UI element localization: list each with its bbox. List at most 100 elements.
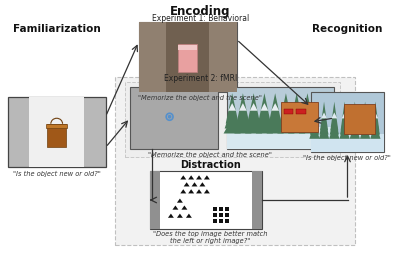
Polygon shape [239,103,247,111]
Bar [8,97,106,167]
Text: Encoding: Encoding [170,5,231,18]
Polygon shape [250,103,258,111]
Circle shape [168,116,171,118]
Text: "Memorize the object and the scene": "Memorize the object and the scene" [148,152,272,158]
Bar [218,207,223,211]
Polygon shape [320,102,328,130]
Polygon shape [309,122,320,139]
Polygon shape [310,102,318,130]
Bar [227,87,334,149]
Polygon shape [224,118,241,134]
Bar [139,22,166,92]
Polygon shape [204,189,210,193]
Polygon shape [340,122,350,139]
Polygon shape [352,112,358,118]
Polygon shape [289,106,304,128]
Polygon shape [228,103,236,111]
Bar [311,92,384,152]
Polygon shape [340,112,349,135]
Bar [212,207,217,211]
Polygon shape [351,102,359,130]
Polygon shape [290,93,303,124]
Polygon shape [196,175,202,179]
Polygon shape [188,175,194,179]
Bar [225,213,229,217]
Bar [163,22,212,92]
Polygon shape [280,93,292,124]
Polygon shape [319,122,329,139]
Polygon shape [246,106,261,128]
Text: Distraction: Distraction [180,160,240,170]
Polygon shape [360,122,370,139]
Polygon shape [370,122,380,139]
Polygon shape [293,103,300,111]
Polygon shape [360,112,370,135]
Polygon shape [304,103,311,111]
Bar [29,97,84,167]
Text: "Memorize the object and the scene": "Memorize the object and the scene" [138,95,262,101]
Bar [280,102,318,132]
Bar [252,171,262,229]
Text: Experiment 1: Behavioral: Experiment 1: Behavioral [152,14,249,23]
Polygon shape [269,93,282,124]
Polygon shape [330,112,339,135]
Text: Familiarization: Familiarization [13,24,100,34]
Bar [47,124,66,147]
Polygon shape [184,182,190,186]
Polygon shape [372,112,378,118]
Polygon shape [271,103,279,111]
Bar [344,104,375,134]
Text: "Is the object new or old?": "Is the object new or old?" [303,155,391,161]
Polygon shape [225,106,240,128]
Polygon shape [186,214,192,218]
Polygon shape [312,112,318,118]
Polygon shape [310,112,319,135]
Bar [212,219,217,223]
Polygon shape [371,112,380,135]
Polygon shape [277,118,294,134]
Polygon shape [331,112,337,118]
Polygon shape [257,106,272,128]
Polygon shape [172,206,178,210]
Polygon shape [236,93,249,124]
Bar [150,171,160,229]
Bar [46,124,68,128]
Bar [311,134,384,152]
Polygon shape [342,112,348,118]
Polygon shape [341,102,348,130]
Polygon shape [177,214,183,218]
Text: Recognition: Recognition [312,24,382,34]
Polygon shape [299,118,316,134]
Polygon shape [320,112,328,135]
Text: Experiment 2: fMRI: Experiment 2: fMRI [164,74,237,83]
Text: "Is the object new or old?": "Is the object new or old?" [13,171,100,177]
Polygon shape [180,175,186,179]
Polygon shape [288,118,305,134]
Polygon shape [282,103,290,111]
Bar [284,109,293,114]
Polygon shape [278,106,294,128]
Bar [150,171,262,229]
Polygon shape [256,118,273,134]
Polygon shape [204,175,210,179]
Text: "Does the top image better match
the left or right image?": "Does the top image better match the lef… [153,231,268,244]
Polygon shape [300,106,315,128]
Polygon shape [350,122,360,139]
Polygon shape [226,93,239,124]
Bar [209,22,236,92]
Bar [225,219,229,223]
Polygon shape [301,93,314,124]
Polygon shape [350,112,359,135]
Polygon shape [182,206,187,210]
Polygon shape [177,199,183,203]
Polygon shape [168,214,174,218]
Polygon shape [268,106,283,128]
Polygon shape [245,118,262,134]
Polygon shape [372,102,379,130]
Polygon shape [266,118,284,134]
Polygon shape [234,118,252,134]
Polygon shape [260,103,268,111]
Polygon shape [330,102,338,130]
Bar [178,44,198,72]
Bar [227,127,334,149]
